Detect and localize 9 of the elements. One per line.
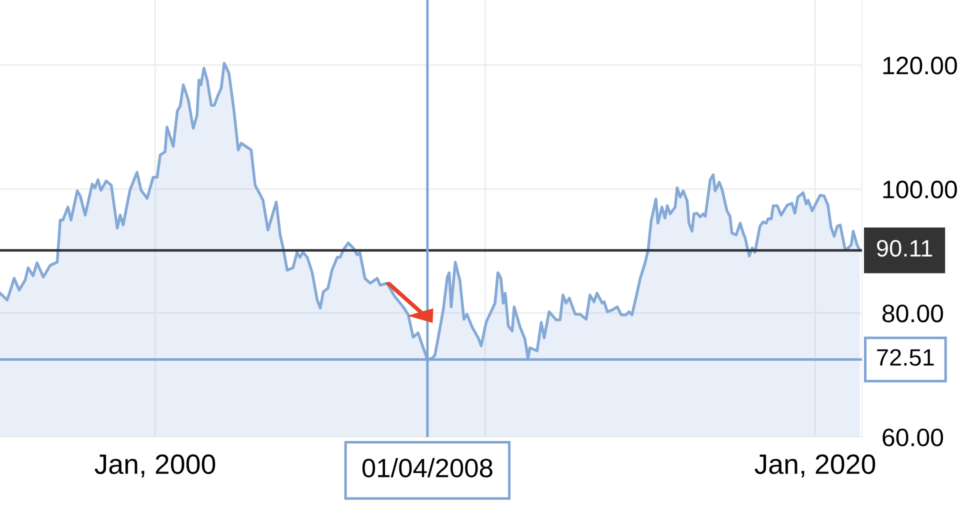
ref-line-label: 90.11	[876, 240, 932, 257]
ref-line-label: 72.51	[877, 349, 934, 366]
x-tick-label: Jan, 2000	[94, 454, 216, 478]
y-tick-label: 120.00	[883, 56, 957, 74]
ref-line-label: 01/04/2008	[362, 458, 492, 478]
y-tick-label: 60.00	[882, 428, 944, 446]
y-tick-label: 100.00	[883, 180, 957, 198]
y-tick-label: 80.00	[882, 304, 944, 322]
x-tick-label: Jan, 2020	[754, 454, 876, 478]
